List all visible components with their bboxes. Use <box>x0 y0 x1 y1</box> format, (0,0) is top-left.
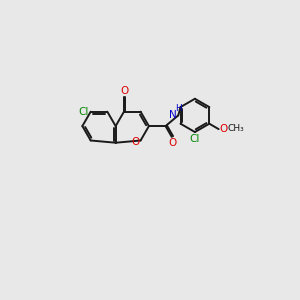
Text: Cl: Cl <box>190 134 200 144</box>
Text: CH₃: CH₃ <box>227 124 244 133</box>
Text: O: O <box>220 124 228 134</box>
Text: N: N <box>169 110 176 120</box>
Text: O: O <box>168 138 177 148</box>
Text: H: H <box>175 104 181 113</box>
Text: Cl: Cl <box>79 107 89 117</box>
Text: O: O <box>131 136 140 147</box>
Text: O: O <box>120 86 128 96</box>
